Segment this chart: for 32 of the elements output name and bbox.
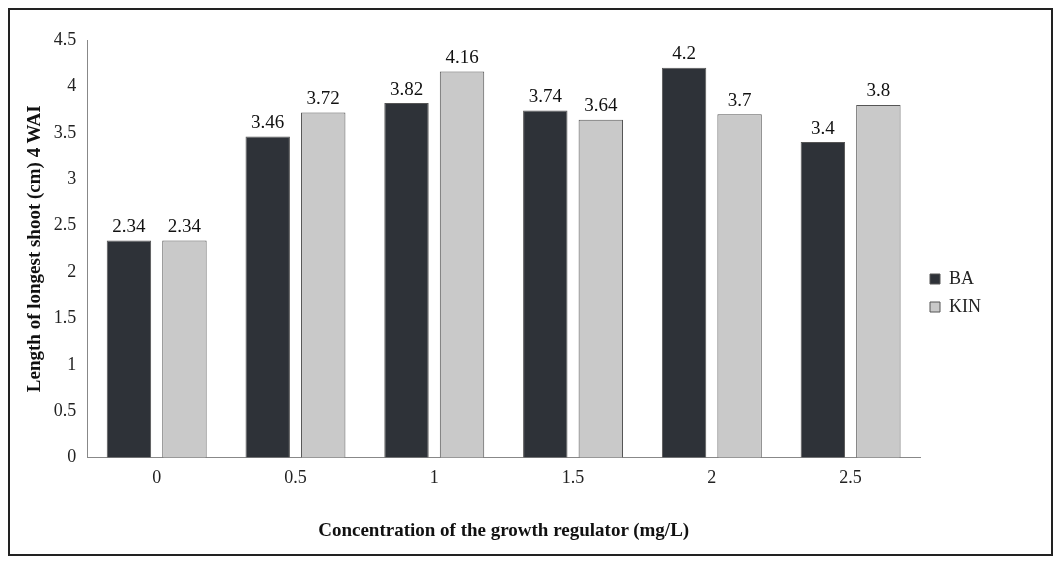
y-tick-label: 2 (67, 260, 77, 281)
y-tick-label: 4.5 (53, 28, 77, 49)
data-label: 3.8 (866, 79, 891, 101)
y-axis-title: Length of longest shoot (cm) 4 WAI (23, 105, 46, 393)
legend-label: BA (949, 267, 975, 288)
y-tick-label: 1 (67, 353, 77, 374)
y-tick-label: 2.5 (53, 214, 77, 235)
data-label: 3.7 (727, 88, 752, 110)
y-tick-label: 4 (67, 75, 77, 96)
x-tick-label: 0 (152, 467, 162, 488)
y-tick-label: 1.5 (53, 307, 77, 328)
x-tick-label: 2.5 (839, 467, 862, 488)
x-axis-title: Concentration of the growth regulator (mg/L) (318, 518, 690, 541)
data-label: 3.82 (389, 77, 424, 99)
data-label: 2.34 (167, 214, 202, 236)
y-tick-label: 3.5 (53, 121, 77, 142)
y-tick-label: 0.5 (53, 399, 77, 420)
legend-label: KIN (949, 295, 982, 316)
data-label: 4.16 (445, 46, 479, 68)
x-tick-label: 0.5 (284, 467, 307, 488)
x-tick-label: 2 (707, 467, 717, 488)
y-tick-label: 3 (67, 167, 77, 188)
data-label: 3.72 (306, 86, 340, 108)
data-label: 3.74 (528, 85, 563, 107)
x-tick-label: 1 (429, 467, 439, 488)
data-label: 3.4 (810, 116, 836, 138)
x-tick-label: 1.5 (561, 467, 585, 488)
data-label: 3.46 (251, 111, 285, 132)
data-label: 2.34 (112, 214, 147, 236)
y-tick-label: 0 (67, 446, 77, 467)
data-label: 3.64 (584, 94, 618, 116)
data-label: 4.2 (672, 42, 696, 64)
